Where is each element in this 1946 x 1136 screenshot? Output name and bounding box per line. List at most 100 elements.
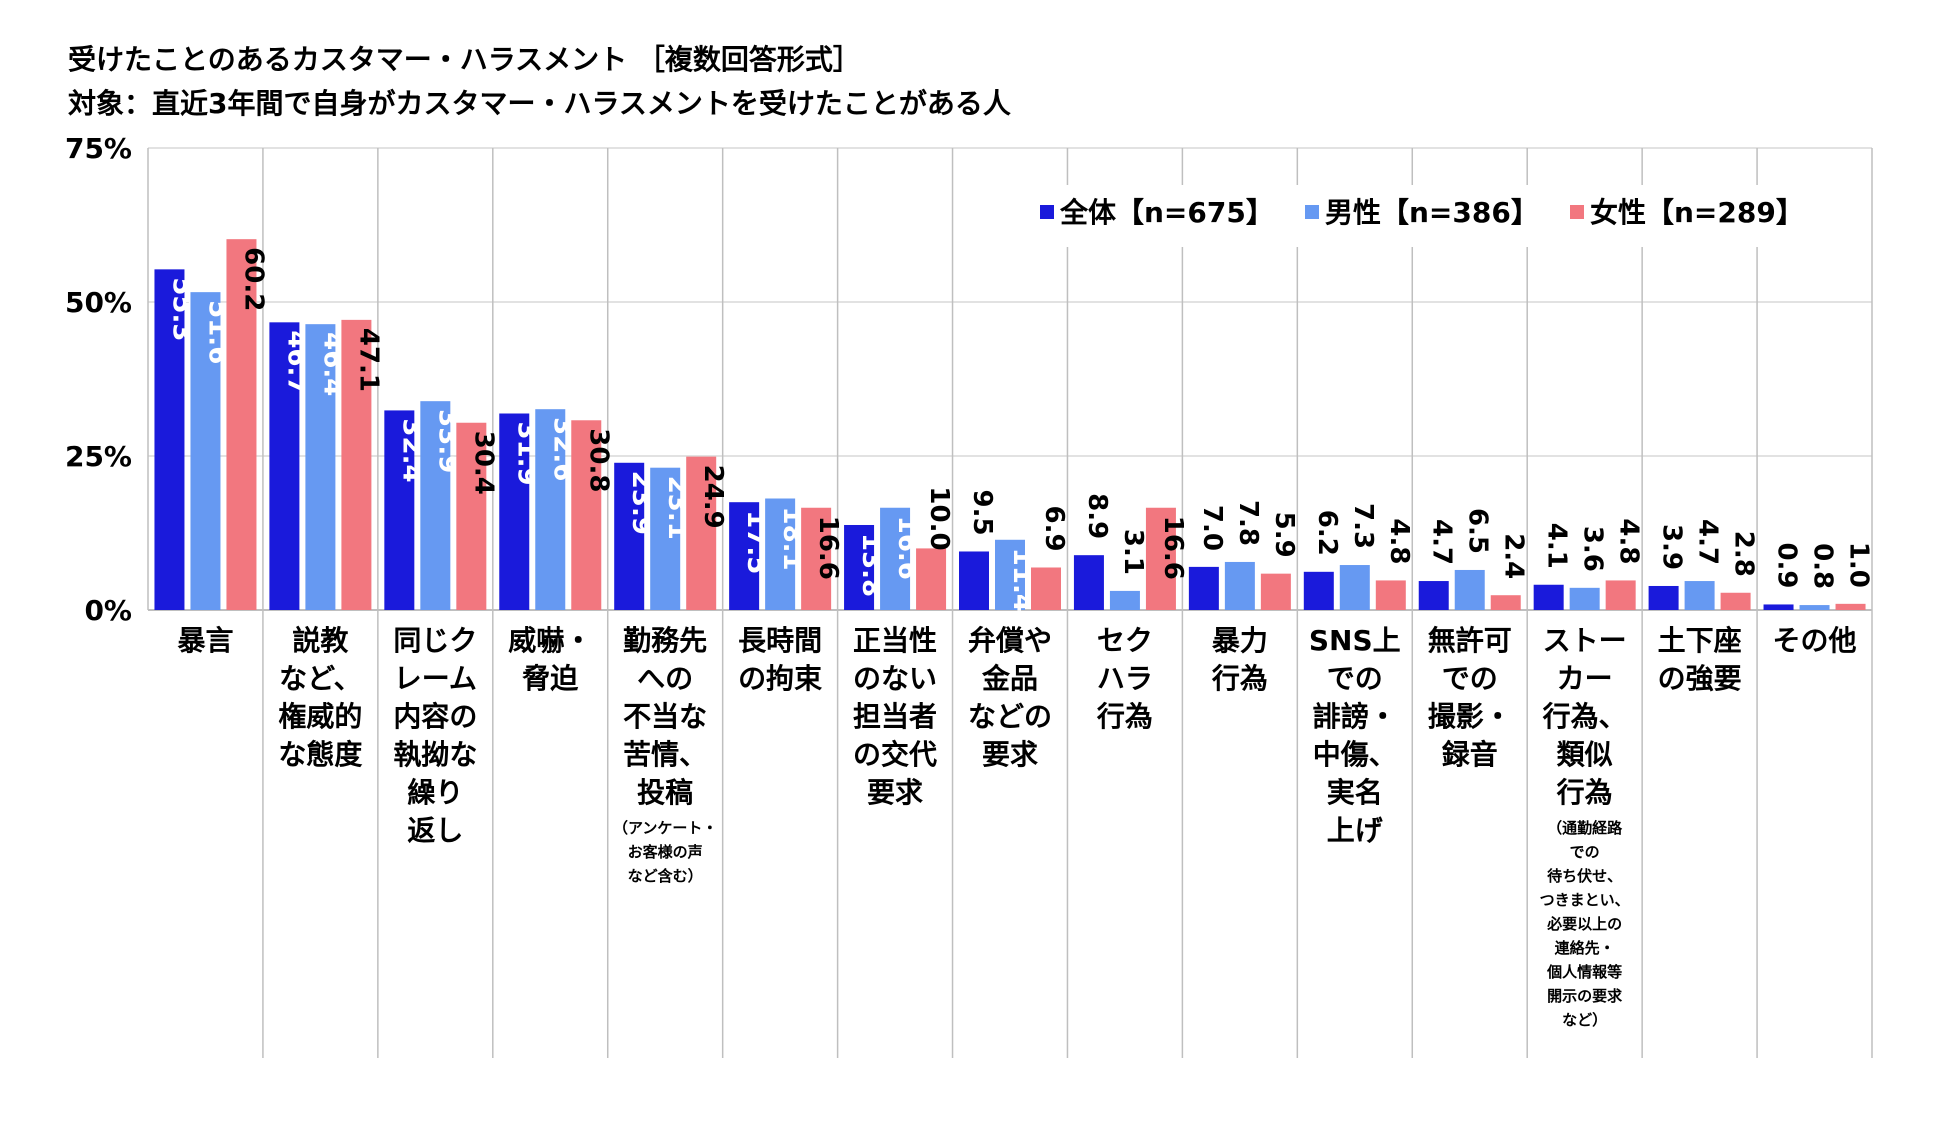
data-label: 4.7: [1427, 519, 1457, 565]
bar: [650, 467, 681, 610]
bar: [801, 507, 832, 610]
data-label: 6.5: [1463, 508, 1493, 554]
bar: [995, 539, 1025, 610]
y-tick-label: 25%: [65, 440, 132, 473]
data-label: 7.3: [1348, 503, 1378, 549]
bar: [1188, 566, 1219, 610]
bar: [1569, 587, 1600, 610]
bar: [420, 401, 451, 610]
bar: [1763, 604, 1794, 610]
bar: [341, 319, 372, 610]
category-name: その他: [1772, 624, 1857, 657]
x-category-label: 長時間 の拘束: [723, 622, 838, 698]
category-name: 弁償や 金品 などの 要求: [967, 624, 1052, 771]
legend-background: [1030, 185, 1860, 247]
data-label: 47.1: [353, 328, 383, 392]
bar: [1375, 580, 1406, 610]
legend-label: 女性【n=289】: [1590, 196, 1804, 229]
category-note: （アンケート・ お客様の声 など含む）: [612, 819, 718, 885]
bar: [1260, 573, 1291, 610]
bar: [729, 502, 760, 610]
data-label: 3.9: [1657, 524, 1687, 570]
category-name: 土下座 の強要: [1657, 624, 1742, 695]
bar: [384, 410, 415, 610]
bar: [1224, 561, 1255, 610]
bar: [1109, 590, 1140, 610]
bar: [1418, 581, 1449, 610]
legend-label: 全体【n=675】: [1059, 196, 1274, 229]
data-label: 8.9: [1082, 493, 1112, 539]
bar: [305, 324, 336, 610]
bar: [456, 422, 487, 610]
data-label: 16.6: [813, 516, 843, 580]
data-label: 6.9: [1039, 505, 1069, 551]
x-category-label: ストー カー 行為、 類似 行為 （通勤経路 での 待ち伏せ、 つきまとい、 必要…: [1527, 622, 1642, 1032]
data-label: 7.8: [1233, 500, 1263, 546]
category-note: （通勤経路 での 待ち伏せ、 つきまとい、 必要以上の 連絡先・ 個人情報等 開…: [1539, 819, 1630, 1029]
x-category-label: 無許可 での 撮影・ 録音: [1412, 622, 1527, 774]
y-tick-label: 0%: [84, 594, 132, 627]
x-category-label: 勤務先 への 不当な 苦情、 投稿 （アンケート・ お客様の声 など含む）: [608, 622, 723, 888]
category-name: 暴力 行為: [1211, 624, 1268, 695]
bar: [959, 551, 989, 610]
data-label: 9.5: [967, 489, 997, 535]
data-label: 30.8: [583, 428, 613, 492]
category-name: 同じク レーム 内容の 執拗な 繰り 返し: [393, 624, 478, 847]
data-label: 5.9: [1269, 512, 1299, 558]
x-category-label: 暴言: [148, 622, 263, 660]
x-category-label: 同じク レーム 内容の 執拗な 繰り 返し: [378, 622, 493, 850]
category-name: 説教 など、 権威的 な態度: [278, 624, 363, 771]
x-category-label: 正当性 のない 担当者 の交代 要求: [838, 622, 953, 812]
legend-swatch: [1040, 205, 1054, 219]
data-label: 3.1: [1118, 529, 1148, 575]
bar: [190, 292, 221, 610]
bar: [1605, 580, 1636, 610]
data-label: 7.0: [1197, 505, 1227, 551]
bar: [1073, 555, 1104, 610]
bar: [154, 269, 185, 610]
bar: [1145, 507, 1176, 610]
bar: [226, 239, 257, 610]
y-tick-label: 50%: [65, 286, 132, 319]
bar: [535, 409, 566, 610]
data-label: 4.8: [1384, 518, 1414, 564]
legend-label: 男性【n=386】: [1325, 196, 1539, 229]
data-label: 4.1: [1542, 523, 1572, 569]
data-label: 2.4: [1499, 533, 1529, 579]
category-name: 暴言: [177, 624, 234, 657]
bar: [1031, 567, 1061, 610]
category-name: 勤務先 への 不当な 苦情、 投稿: [623, 624, 708, 809]
bar: [844, 524, 875, 610]
bar: [765, 498, 796, 610]
chart-subtitle: 対象：直近3年間で自身がカスタマー・ハラスメントを受けたことがある人: [68, 87, 1011, 120]
bar: [614, 462, 645, 610]
bar: [1339, 565, 1370, 610]
bar: [1533, 584, 1564, 610]
bar: [1303, 571, 1334, 610]
bar: [1684, 581, 1715, 610]
bar: [1490, 595, 1521, 610]
x-category-label: 暴力 行為: [1182, 622, 1297, 698]
category-name: 威嚇・ 脅迫: [508, 624, 593, 695]
category-name: セク ハラ 行為: [1096, 624, 1153, 733]
bar: [269, 322, 300, 610]
chart-title: 受けたことのあるカスタマー・ハラスメント ［複数回答形式］: [68, 43, 861, 76]
data-label: 60.2: [238, 247, 268, 311]
bar: [499, 413, 530, 610]
category-name: 長時間 の拘束: [738, 624, 823, 695]
bar: [571, 420, 602, 610]
x-category-label: 弁償や 金品 などの 要求: [953, 622, 1068, 774]
data-label: 6.2: [1312, 510, 1342, 556]
bar: [1454, 569, 1485, 610]
data-label: 0.8: [1808, 543, 1838, 589]
bar: [1799, 605, 1830, 610]
data-label: 24.9: [698, 465, 728, 529]
category-name: SNS上 での 誹謗・ 中傷、 実名 上げ: [1308, 624, 1401, 847]
category-name: ストー カー 行為、 類似 行為: [1542, 624, 1627, 809]
bar: [880, 507, 911, 610]
x-category-label: 土下座 の強要: [1642, 622, 1757, 698]
legend-swatch: [1570, 205, 1584, 219]
x-category-label: SNS上 での 誹謗・ 中傷、 実名 上げ: [1297, 622, 1412, 850]
bar: [1835, 603, 1866, 610]
